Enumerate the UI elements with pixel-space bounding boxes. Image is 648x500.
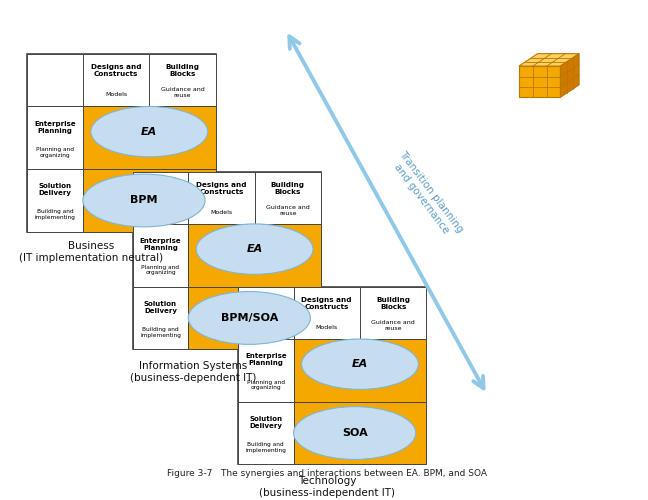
Text: Enterprise
Planning: Enterprise Planning	[139, 238, 181, 251]
Text: Solution
Delivery: Solution Delivery	[249, 416, 283, 429]
Ellipse shape	[91, 106, 208, 157]
Text: Building
Blocks: Building Blocks	[165, 64, 200, 78]
Text: EA: EA	[141, 126, 157, 136]
Text: Designs and
Constructs: Designs and Constructs	[91, 64, 141, 78]
Ellipse shape	[301, 339, 419, 390]
Text: Transition planning
and governance: Transition planning and governance	[388, 150, 465, 242]
Bar	[149, 54, 216, 106]
Bar	[294, 402, 426, 464]
Bar	[294, 339, 426, 402]
Bar	[188, 172, 255, 224]
Bar	[133, 172, 188, 224]
Text: Building
Blocks: Building Blocks	[271, 182, 305, 195]
Text: Guidance and
reuse: Guidance and reuse	[371, 320, 415, 331]
Text: Reference
Models and
Patterns: Reference Models and Patterns	[272, 304, 301, 320]
Text: Business
(IT implementation neutral): Business (IT implementation neutral)	[19, 241, 163, 262]
Bar	[27, 170, 83, 232]
Bar	[83, 170, 216, 232]
Ellipse shape	[196, 224, 313, 274]
Text: Building and
implementing: Building and implementing	[34, 210, 76, 220]
Text: Designs and
Constructs: Designs and Constructs	[301, 297, 352, 310]
Bar	[133, 172, 321, 349]
Polygon shape	[561, 54, 579, 98]
Text: Solution
Delivery: Solution Delivery	[39, 184, 71, 196]
Bar	[83, 106, 216, 170]
Bar	[27, 54, 83, 106]
Text: Reference
Models and
Patterns: Reference Models and Patterns	[166, 186, 196, 202]
Polygon shape	[519, 66, 561, 98]
Bar	[133, 224, 188, 287]
Text: Guidance and
reuse: Guidance and reuse	[266, 205, 310, 216]
Bar	[360, 286, 426, 339]
Text: Designs and
Constructs: Designs and Constructs	[196, 182, 247, 195]
Bar	[83, 54, 149, 106]
Bar	[255, 172, 321, 224]
Text: Information Systems
(business-dependent IT): Information Systems (business-dependent …	[130, 361, 257, 382]
Text: Models: Models	[316, 325, 338, 330]
Ellipse shape	[294, 406, 416, 460]
Text: Planning and
organizing: Planning and organizing	[247, 380, 284, 390]
Bar	[238, 286, 426, 464]
Bar	[188, 287, 321, 349]
Text: Models: Models	[105, 92, 127, 98]
Text: Solution
Delivery: Solution Delivery	[144, 301, 177, 314]
Bar	[188, 224, 321, 287]
Text: Models: Models	[211, 210, 233, 215]
Text: Reference
Models and
Patterns: Reference Models and Patterns	[376, 418, 407, 435]
Bar	[27, 106, 83, 170]
Bar	[238, 402, 294, 464]
Text: SOA: SOA	[341, 428, 367, 438]
Ellipse shape	[83, 174, 205, 227]
Ellipse shape	[188, 292, 310, 344]
Bar	[238, 286, 294, 339]
Text: Building and
implementing: Building and implementing	[246, 442, 286, 452]
Text: Technology
(business-independent IT): Technology (business-independent IT)	[259, 476, 395, 498]
Text: Planning and
organizing: Planning and organizing	[141, 264, 179, 276]
Text: Guidance and
reuse: Guidance and reuse	[161, 88, 204, 99]
Text: Enterprise
Planning: Enterprise Planning	[245, 354, 286, 366]
Text: EA: EA	[352, 359, 368, 369]
Bar	[238, 339, 294, 402]
Text: BPM: BPM	[130, 196, 157, 205]
Bar	[133, 287, 188, 349]
Text: Building
Blocks: Building Blocks	[376, 297, 410, 310]
Text: EA: EA	[246, 244, 262, 254]
Polygon shape	[519, 54, 579, 66]
Text: Figure 3-7   The synergies and interactions between EA. BPM, and SOA: Figure 3-7 The synergies and interaction…	[167, 470, 487, 478]
Text: Planning and
organizing: Planning and organizing	[36, 147, 74, 158]
Text: Enterprise
Planning: Enterprise Planning	[34, 120, 76, 134]
Bar	[27, 54, 216, 232]
Bar	[294, 286, 360, 339]
Text: Building and
implementing: Building and implementing	[140, 327, 181, 338]
Text: BPM/SOA: BPM/SOA	[220, 313, 278, 323]
